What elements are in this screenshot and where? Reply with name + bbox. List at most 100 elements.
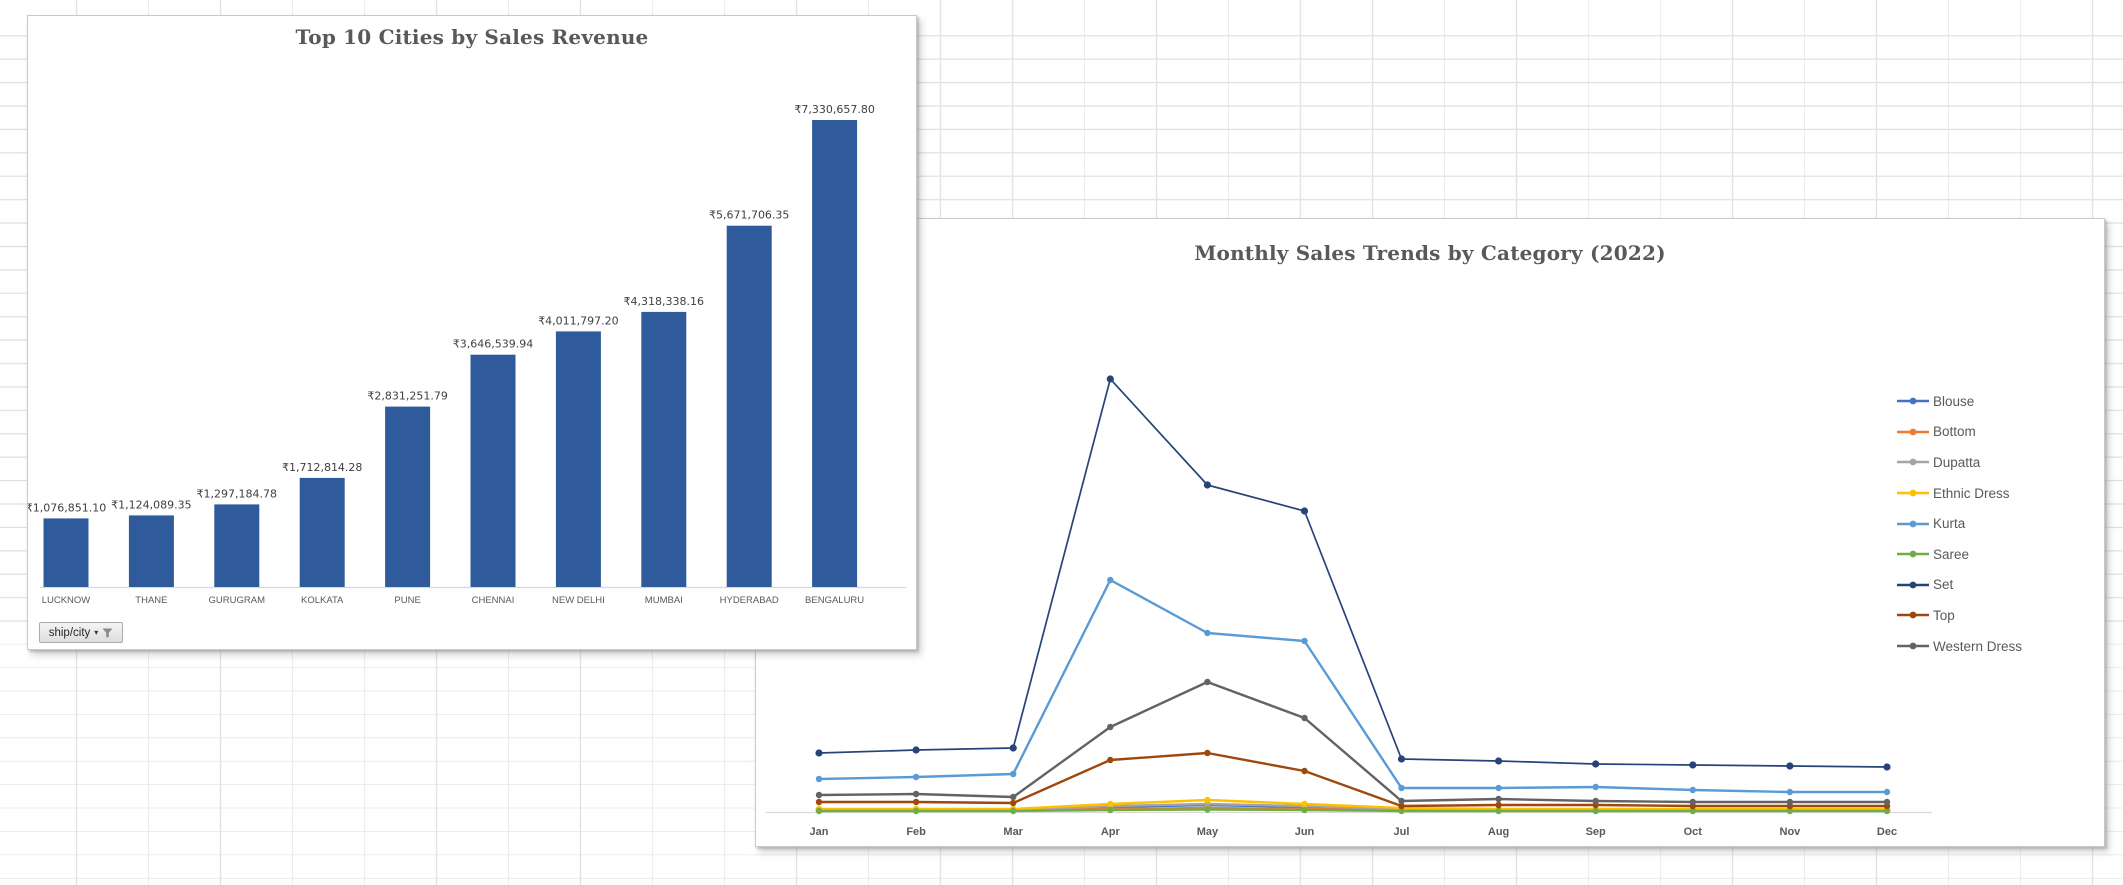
series-point-set[interactable] [1203,481,1211,489]
series-point-top[interactable] [1495,801,1502,809]
series-point-top[interactable] [815,798,823,806]
series-point-saree[interactable] [1786,807,1794,815]
series-point-top[interactable] [1010,799,1017,807]
series-point-western-dress[interactable] [1204,678,1211,686]
series-point-kurta[interactable] [1883,788,1891,796]
bar-chart-canvas: ₹1,076,851.10 LUCKNOW ₹1,124,089.35 THANE ₹1… [28,103,906,606]
series-line-western-dress[interactable] [818,680,1887,804]
series-point-ethnic-dress[interactable] [1107,800,1114,808]
bar-value-label: ₹5,671,706.35 [709,209,789,222]
legend-item-bottom[interactable]: Bottom [1896,417,2022,448]
legend-label: Set [1933,577,1954,593]
series-point-western-dress[interactable] [1495,795,1502,803]
legend-item-set[interactable]: Set [1896,570,2022,601]
series-line-kurta[interactable] [818,578,1887,794]
series-point-saree[interactable] [912,807,920,815]
series-point-set[interactable] [1300,507,1309,515]
series-point-western-dress[interactable] [1689,798,1696,806]
series-point-saree[interactable] [1689,807,1696,815]
series-point-saree[interactable] [1495,807,1502,815]
series-point-kurta[interactable] [815,775,823,783]
series-point-saree[interactable] [1398,807,1405,815]
series-point-top[interactable] [1107,756,1114,764]
series-point-set[interactable] [1883,763,1891,771]
legend-item-western-dress[interactable]: Western Dress [1896,631,2022,662]
bar-thane[interactable] [128,515,174,587]
series-point-western-dress[interactable] [1301,714,1308,722]
pivot-filter-button-ship-city[interactable]: ship/city ▾ [39,622,123,643]
series-line-saree[interactable] [819,808,1887,813]
month-label-jan: Jan [810,826,829,838]
series-point-top[interactable] [1398,802,1405,810]
legend-item-saree[interactable]: Saree [1896,539,2022,570]
series-line-top[interactable] [819,751,1887,808]
series-point-kurta[interactable] [1786,788,1794,796]
bar-pune[interactable] [385,406,431,587]
bar-category-label: LUCKNOW [42,595,91,606]
series-point-saree[interactable] [1883,807,1891,815]
month-label-nov: Nov [1780,826,1802,838]
series-point-top[interactable] [912,798,920,806]
series-point-saree[interactable] [1204,806,1211,813]
series-point-western-dress[interactable] [1883,798,1891,806]
series-point-kurta[interactable] [1107,576,1114,584]
series-point-set[interactable] [1009,744,1017,752]
bar-chart-title: Top 10 Cities by Sales Revenue [295,25,649,49]
series-point-western-dress[interactable] [1592,797,1599,805]
bar-mumbai[interactable] [641,311,687,587]
bar-gurugram[interactable] [214,504,260,587]
series-point-western-dress[interactable] [912,790,920,798]
month-label-dec: Dec [1877,826,1897,838]
series-point-saree[interactable] [1107,806,1114,814]
series-point-saree[interactable] [1301,806,1308,814]
series-point-saree[interactable] [815,807,823,815]
series-point-western-dress[interactable] [1107,723,1114,731]
series-point-kurta[interactable] [1010,770,1017,778]
series-point-kurta[interactable] [1592,783,1599,791]
series-point-kurta[interactable] [1398,784,1405,792]
series-point-ethnic-dress[interactable] [1301,800,1308,808]
series-point-set[interactable] [912,746,920,754]
bar-chart-window[interactable]: Top 10 Cities by Sales Revenue ₹1,076,85… [27,15,917,650]
series-point-saree[interactable] [1592,807,1599,815]
legend-item-dupatta[interactable]: Dupatta [1896,447,2022,478]
series-point-western-dress[interactable] [815,791,823,799]
series-point-top[interactable] [1204,749,1211,757]
line-chart-window[interactable]: Monthly Sales Trends by Category (2022) … [755,218,2105,847]
series-point-set[interactable] [815,749,823,757]
series-line-ethnic-dress[interactable] [819,798,1887,811]
bar-new-delhi[interactable] [555,331,601,587]
series-point-set[interactable] [1106,375,1114,383]
series-point-set[interactable] [1592,760,1600,768]
bar-value-label: ₹3,646,539.94 [453,338,533,351]
series-point-kurta[interactable] [1204,629,1211,637]
series-point-ethnic-dress[interactable] [1204,796,1211,804]
month-label-aug: Aug [1488,826,1509,838]
series-point-western-dress[interactable] [1398,797,1405,805]
series-point-western-dress[interactable] [1010,793,1017,801]
series-point-saree[interactable] [1010,807,1017,815]
legend-item-blouse[interactable]: Blouse [1896,386,2022,417]
legend-item-top[interactable]: Top [1896,600,2022,631]
bar-bengaluru[interactable] [812,120,858,587]
series-point-set[interactable] [1495,757,1503,765]
legend-item-kurta[interactable]: Kurta [1896,508,2022,539]
series-point-set[interactable] [1397,755,1406,763]
series-point-kurta[interactable] [1301,637,1308,645]
series-point-kurta[interactable] [1689,786,1696,794]
legend-item-ethnic-dress[interactable]: Ethnic Dress [1896,478,2022,509]
series-point-western-dress[interactable] [1786,798,1794,806]
series-point-kurta[interactable] [1495,784,1502,792]
bar-kolkata[interactable] [299,477,345,587]
bar-lucknow[interactable] [43,518,89,587]
line-chart-canvas: Jan Feb Mar Apr May Jun Jul Aug Sep Oct Nov Dec [766,375,1932,838]
bar-chennai[interactable] [470,354,516,587]
series-point-set[interactable] [1786,762,1794,770]
legend-dot [1909,397,1917,405]
series-point-kurta[interactable] [912,773,920,781]
series-line-set[interactable] [818,378,1888,768]
series-point-set[interactable] [1689,761,1697,769]
series-point-top[interactable] [1301,767,1308,775]
bar-hyderabad[interactable] [726,225,772,587]
month-label-apr: Apr [1101,826,1121,838]
